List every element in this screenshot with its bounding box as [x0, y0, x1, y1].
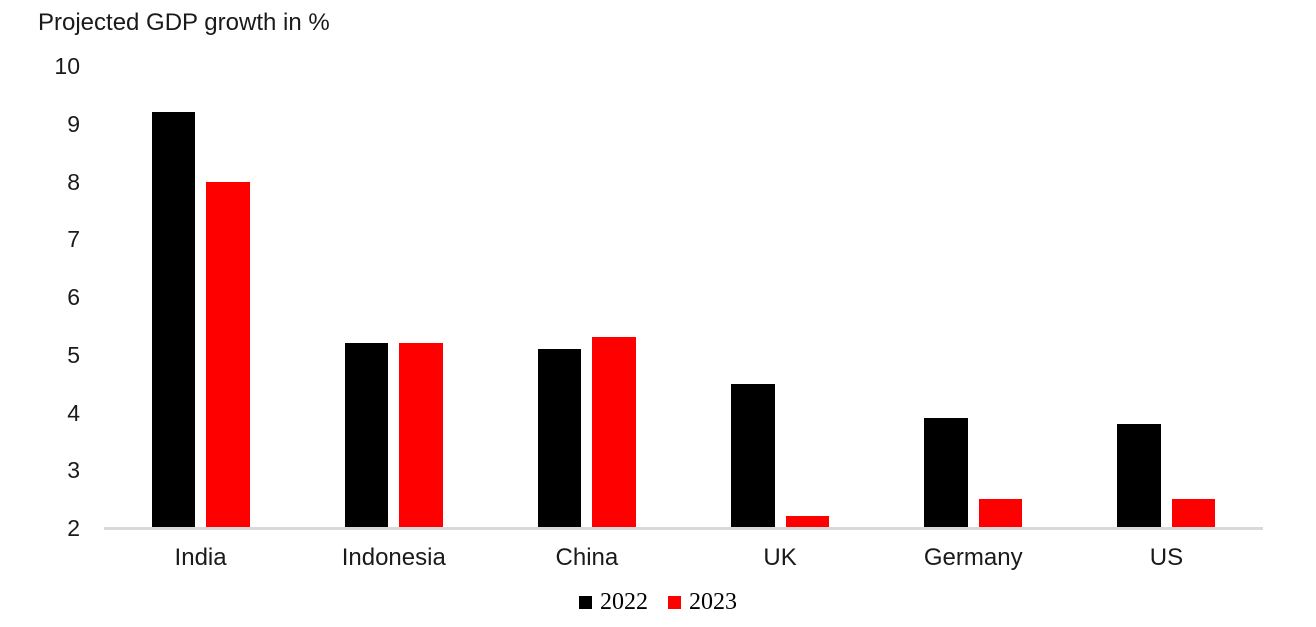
bar-2023-indonesia	[399, 343, 443, 527]
bar-2023-germany	[978, 499, 1023, 527]
y-axis-tick-label: 4	[67, 399, 80, 426]
chart-title: Projected GDP growth in %	[38, 9, 330, 36]
x-axis-line	[104, 527, 1263, 530]
x-axis-label-uk: UK	[763, 544, 797, 571]
legend: 2022 2023	[0, 589, 1316, 615]
bar-2023-us	[1171, 499, 1216, 527]
legend-label-2023: 2023	[689, 589, 737, 615]
bar-2022-germany	[924, 418, 968, 527]
x-axis-label-indonesia: Indonesia	[341, 544, 446, 571]
y-axis-tick-label: 6	[67, 284, 80, 310]
x-axis-label-germany: Germany	[923, 544, 1023, 571]
y-axis-tick-label: 9	[67, 110, 80, 137]
y-axis-tick-label: 7	[67, 226, 80, 253]
bar-2022-uk	[731, 383, 775, 527]
y-axis-tick-label: 10	[54, 53, 80, 79]
legend-item-2022: 2022	[579, 589, 648, 615]
legend-item-2023: 2023	[668, 589, 737, 615]
legend-label-2022: 2022	[600, 589, 648, 615]
bar-2022-china	[537, 348, 582, 527]
bar-2022-india	[151, 112, 196, 527]
y-axis-tick-label: 3	[67, 457, 80, 484]
x-axis-label-china: China	[555, 544, 619, 571]
y-axis-tick-label: 2	[67, 515, 80, 541]
bar-2022-indonesia	[344, 343, 389, 527]
y-axis-tick-label: 8	[67, 168, 80, 195]
legend-swatch-2022-icon	[579, 595, 592, 609]
bar-2023-india	[206, 181, 250, 527]
bar-2022-us	[1117, 424, 1161, 527]
y-axis-tick-label: 5	[67, 341, 80, 368]
x-axis-label-india: India	[174, 544, 227, 571]
x-axis-label-us: US	[1149, 544, 1184, 571]
bar-2023-china	[592, 337, 636, 527]
bar-2023-uk	[785, 516, 830, 527]
legend-swatch-2023-icon	[668, 595, 681, 609]
